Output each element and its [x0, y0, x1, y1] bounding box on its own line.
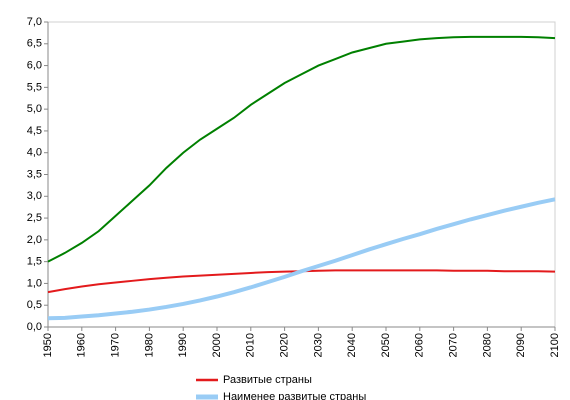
y-tick-label: 0,0 [27, 321, 42, 333]
x-tick-label: 2010 [245, 333, 257, 357]
x-tick-label: 1980 [143, 333, 155, 357]
x-tick-label: 2020 [279, 333, 291, 357]
y-tick-label: 6,5 [27, 38, 42, 50]
y-tick-label: 5,5 [27, 81, 42, 93]
y-tick-label: 3,5 [27, 168, 42, 180]
series-line [47, 35, 556, 263]
x-tick-label: 2100 [549, 333, 561, 357]
x-tick-label: 2070 [448, 333, 460, 357]
y-tick-label: 0,5 [27, 299, 42, 311]
x-tick-label: 2000 [211, 333, 223, 357]
y-tick-label: 6,0 [27, 59, 42, 71]
legend-label: Наименее развитые страны [223, 391, 366, 400]
y-tick-label: 7,0 [27, 16, 42, 28]
y-tick-label: 5,0 [27, 103, 42, 115]
x-tick-label: 1970 [110, 333, 122, 357]
series-line [47, 269, 556, 294]
x-tick-label: 2050 [380, 333, 392, 357]
x-tick-label: 1950 [42, 333, 54, 357]
y-tick-label: 1,5 [27, 256, 42, 268]
x-tick-label: 2030 [312, 333, 324, 357]
y-tick-label: 1,0 [27, 277, 42, 289]
y-tick-label: 3,0 [27, 190, 42, 202]
y-tick-label: 4,0 [27, 147, 42, 159]
legend-label: Развитые страны [223, 374, 312, 386]
y-tick-label: 4,5 [27, 125, 42, 137]
x-tick-label: 1960 [76, 333, 88, 357]
x-tick-label: 1990 [177, 333, 189, 357]
x-tick-label: 2060 [414, 333, 426, 357]
y-tick-label: 2,5 [27, 212, 42, 224]
x-tick-label: 2080 [481, 333, 493, 357]
series-line [47, 197, 556, 321]
x-tick-label: 2040 [346, 333, 358, 357]
x-tick-label: 2090 [515, 333, 527, 357]
y-tick-label: 2,0 [27, 234, 42, 246]
